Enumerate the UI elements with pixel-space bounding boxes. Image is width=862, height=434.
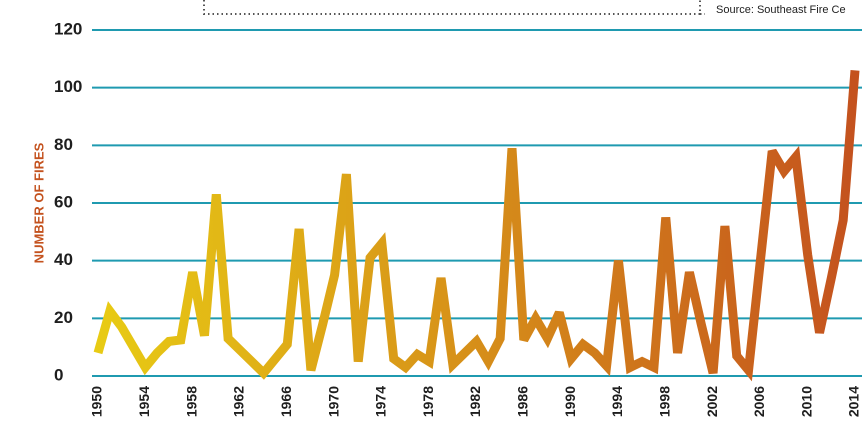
y-tick-label: 40 bbox=[54, 250, 73, 269]
line bbox=[93, 70, 860, 382]
x-tick-label: 1954 bbox=[136, 386, 152, 417]
y-axis-label: NUMBER OF FIRES bbox=[31, 142, 46, 263]
x-tick-label: 1998 bbox=[656, 386, 672, 417]
x-tick-label: 1966 bbox=[278, 386, 294, 417]
x-tick-label: 1950 bbox=[89, 386, 105, 417]
x-tick-label: 2014 bbox=[846, 386, 862, 417]
x-tick-label: 1974 bbox=[373, 386, 389, 417]
x-tick-label: 1970 bbox=[325, 386, 341, 417]
y-tick-label: 80 bbox=[54, 135, 73, 154]
y-tick-label: 0 bbox=[54, 365, 63, 384]
x-tick-label: 1978 bbox=[420, 386, 436, 417]
x-tick-label: 1986 bbox=[515, 386, 531, 417]
x-tick-label: 2006 bbox=[751, 386, 767, 417]
y-tick-label: 60 bbox=[54, 192, 73, 211]
source: Source: Southeast Fire Ce bbox=[716, 4, 846, 16]
x-tick-label: 2002 bbox=[704, 386, 720, 417]
x-tick-label: 1994 bbox=[609, 386, 625, 417]
x-tick-label: 1982 bbox=[467, 386, 483, 417]
note-box bbox=[203, 0, 705, 15]
x-tick-label: 1958 bbox=[183, 386, 199, 417]
x-tick-label: 1962 bbox=[231, 386, 247, 417]
y-tick-label: 120 bbox=[54, 19, 82, 38]
y-tick-label: 20 bbox=[54, 308, 73, 327]
y-tick-label: 100 bbox=[54, 77, 82, 96]
x-tick-label: 1990 bbox=[562, 386, 578, 417]
x-tick-label: 2010 bbox=[798, 386, 814, 417]
